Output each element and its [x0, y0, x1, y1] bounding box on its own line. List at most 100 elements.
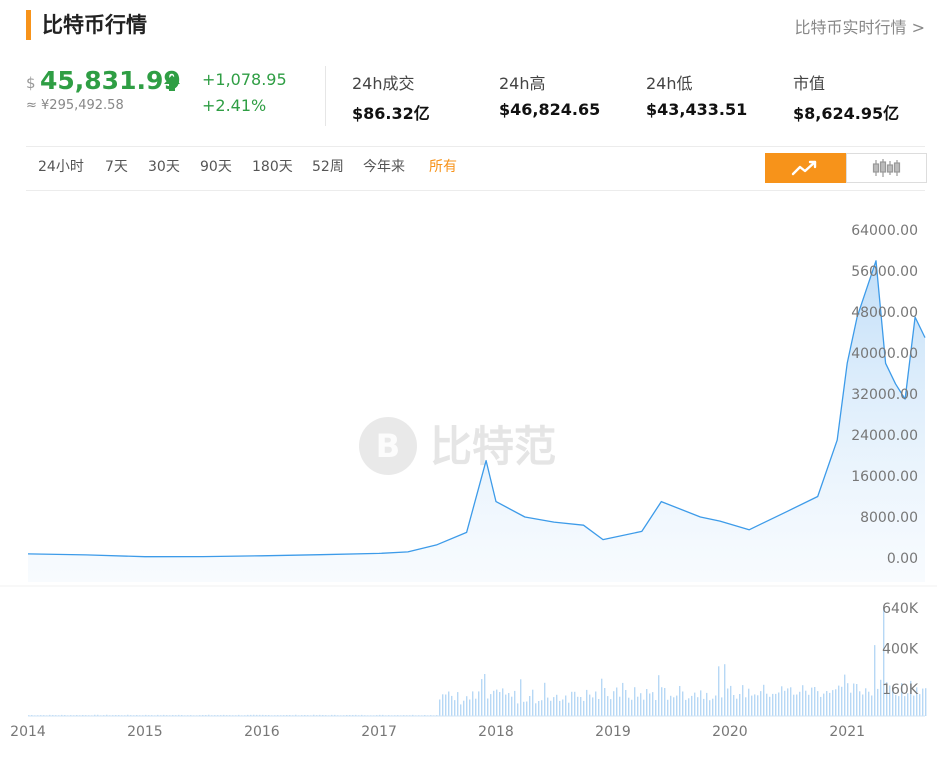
svg-text:B: B — [376, 427, 400, 465]
volume-bar — [760, 691, 762, 716]
volume-bar — [487, 698, 489, 716]
volume-bar — [664, 688, 666, 716]
volume-bar — [238, 714, 240, 716]
price-line — [27, 260, 926, 558]
x-axis-tick: 2020 — [712, 724, 748, 740]
volume-bar — [262, 714, 264, 716]
volume-bar — [844, 674, 846, 716]
volume-bar — [862, 694, 864, 716]
candlestick-button[interactable] — [846, 153, 927, 183]
volume-bar — [49, 714, 51, 716]
tab-90d[interactable]: 90天 — [200, 159, 232, 175]
volume-bar — [583, 700, 585, 716]
tab-all[interactable]: 所有 — [429, 159, 457, 175]
volume-bar — [748, 688, 750, 716]
volume-bar — [853, 683, 855, 716]
volume-bar — [532, 689, 534, 716]
volume-bar — [439, 699, 441, 716]
volume-bar — [817, 691, 819, 716]
arrow-up-icon — [164, 75, 180, 91]
volume-bar — [331, 714, 333, 716]
volume-bar — [577, 696, 579, 716]
stat-label: 24h高 — [499, 74, 546, 93]
tab-52w[interactable]: 52周 — [312, 159, 344, 175]
volume-bar — [511, 696, 513, 716]
volume-bar — [250, 714, 252, 716]
watermark-text: 比特范 — [430, 422, 556, 471]
volume-bar — [781, 686, 783, 716]
volume-bar — [925, 688, 927, 716]
volume-bar — [382, 714, 384, 716]
volume-axis-tick: 160K — [882, 682, 919, 698]
volume-bar — [889, 685, 891, 716]
volume-bar — [667, 699, 669, 716]
volume-bar — [802, 685, 804, 716]
realtime-quote-link[interactable]: 比特币实时行情 > — [794, 18, 926, 37]
tab-7d[interactable]: 7天 — [105, 159, 128, 175]
volume-bar — [838, 685, 840, 716]
price-change-pct: +2.41% — [202, 96, 267, 115]
tab-30d[interactable]: 30天 — [148, 159, 180, 175]
tab-24h[interactable]: 24小时 — [38, 159, 84, 175]
volume-bar — [598, 699, 600, 716]
volume-bar — [751, 695, 753, 716]
volume-bar — [670, 695, 672, 716]
volume-bar — [607, 696, 609, 716]
volume-bar — [523, 701, 525, 716]
volume-bar — [715, 695, 717, 716]
divider — [325, 66, 326, 126]
volume-bar — [796, 694, 798, 716]
volume-bar — [613, 691, 615, 716]
volume-bar — [493, 690, 495, 716]
price-chart[interactable]: 64000.00 56000.00 48000.00 40000.00 32000.00… — [0, 190, 937, 774]
volume-bar — [565, 695, 567, 716]
volume-bar — [766, 693, 768, 716]
volume-bar — [871, 695, 873, 716]
price-axis-tick: 0.00 — [887, 551, 918, 567]
volume-bar — [508, 693, 510, 716]
volume-bar — [865, 688, 867, 716]
line-chart-button[interactable] — [765, 153, 846, 183]
volume-bar — [655, 700, 657, 716]
volume-bar — [547, 697, 549, 716]
volume-bar — [754, 694, 756, 716]
tab-ytd[interactable]: 今年来 — [363, 159, 405, 175]
volume-bar — [442, 694, 444, 716]
volume-bar — [688, 698, 690, 716]
volume-bar — [208, 714, 210, 716]
volume-bar — [700, 690, 702, 716]
volume-bar — [253, 714, 255, 716]
line-chart-icon — [791, 160, 817, 176]
volume-bar — [922, 688, 924, 716]
volume-bar — [457, 692, 459, 716]
volume-bar — [649, 693, 651, 716]
volume-bar — [898, 696, 900, 716]
x-axis-tick: 2015 — [127, 724, 163, 740]
volume-bar — [730, 685, 732, 716]
volume-bar — [529, 696, 531, 716]
volume-bar — [541, 700, 543, 716]
volume-bar — [616, 687, 618, 716]
volume-bar — [706, 692, 708, 716]
x-axis-tick: 2019 — [595, 724, 631, 740]
volume-bar — [625, 690, 627, 716]
volume-bar — [874, 645, 876, 716]
divider — [26, 190, 925, 191]
volume-bar — [646, 689, 648, 716]
volume-bar — [742, 685, 744, 716]
volume-bar — [916, 687, 918, 716]
volume-bar — [259, 714, 261, 716]
volume-bar — [538, 701, 540, 716]
volume-bar — [553, 697, 555, 716]
volume-bar — [490, 694, 492, 716]
volume-bar — [712, 698, 714, 716]
price-area — [28, 260, 925, 582]
divider — [26, 146, 925, 147]
volume-bar — [682, 691, 684, 716]
volume-bar — [811, 687, 813, 716]
volume-bar — [703, 698, 705, 716]
stat-market-cap: 市值 $8,624.95亿 — [793, 70, 899, 124]
tab-180d[interactable]: 180天 — [252, 159, 293, 175]
volume-bar — [472, 691, 474, 716]
volume-bar — [823, 693, 825, 716]
